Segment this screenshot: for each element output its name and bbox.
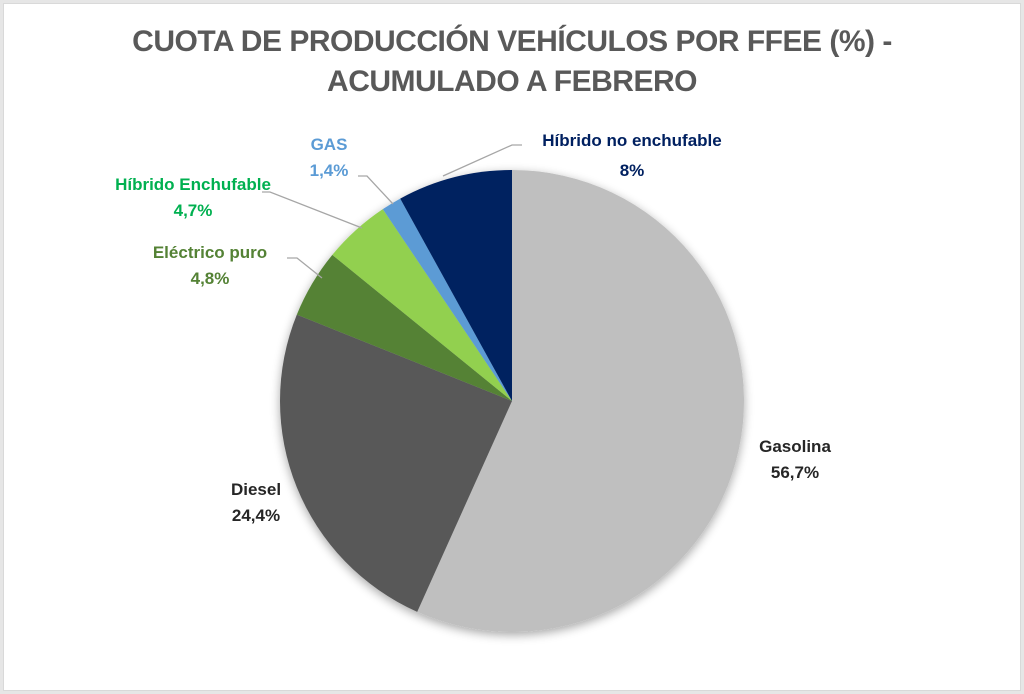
- label-hibrido-enchufable: Híbrido Enchufable 4,7%: [115, 175, 271, 220]
- pie-slices: [279, 170, 744, 632]
- label-gas: GAS 1,4%: [310, 135, 349, 180]
- pie-slice-electrico-puro: [296, 254, 512, 401]
- label-gas-name: GAS: [311, 135, 348, 154]
- pie-slice-gasolina: [417, 170, 744, 632]
- label-hev-name: Híbrido no enchufable: [542, 131, 721, 150]
- leader-line: [358, 175, 394, 205]
- label-electrico-value: 4,8%: [191, 269, 230, 288]
- label-hibrido-no-enchufable: Híbrido no enchufable 8%: [542, 131, 721, 180]
- leader-line: [262, 191, 363, 229]
- label-diesel-name: Diesel: [231, 480, 281, 499]
- label-gasolina: Gasolina 56,7%: [759, 437, 831, 482]
- chart-title: CUOTA DE PRODUCCIÓN VEHÍCULOS POR FFEE (…: [0, 22, 1024, 102]
- label-phev-value: 4,7%: [174, 201, 213, 220]
- label-hev-value: 8%: [620, 161, 645, 180]
- pie-slice-gas: [382, 198, 512, 401]
- label-gasolina-value: 56,7%: [771, 463, 819, 482]
- label-diesel: Diesel 24,4%: [231, 480, 281, 525]
- pie-slice-hibrido-enchufable: [332, 209, 512, 401]
- pie-slice-diesel: [279, 314, 512, 612]
- label-electrico-name: Eléctrico puro: [153, 243, 267, 262]
- label-phev-name: Híbrido Enchufable: [115, 175, 271, 194]
- chart-title-line-2: ACUMULADO A FEBRERO: [327, 65, 697, 98]
- leader-lines: [262, 144, 522, 279]
- leader-line: [287, 257, 323, 279]
- label-diesel-value: 24,4%: [232, 506, 280, 525]
- pie-slice-hibrido-no-enchufable: [400, 170, 512, 401]
- label-electrico-puro: Eléctrico puro 4,8%: [153, 243, 267, 288]
- label-gasolina-name: Gasolina: [759, 437, 831, 456]
- chart-title-line-1: CUOTA DE PRODUCCIÓN VEHÍCULOS POR FFEE (…: [132, 25, 892, 58]
- label-gas-value: 1,4%: [310, 161, 349, 180]
- leader-line: [442, 144, 522, 177]
